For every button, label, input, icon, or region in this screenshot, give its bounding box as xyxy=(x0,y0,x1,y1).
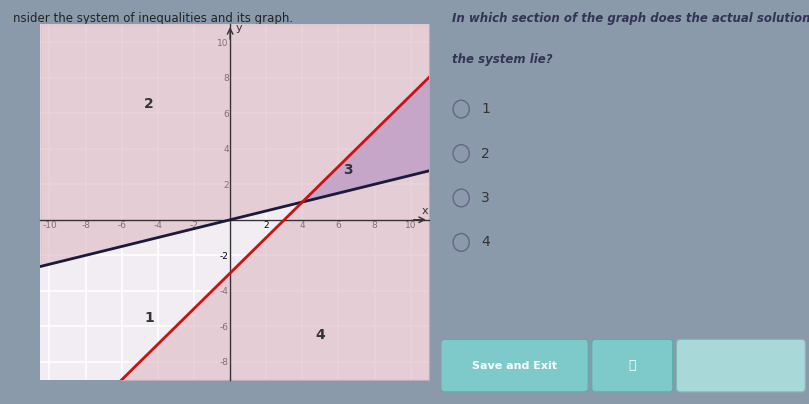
Text: 2: 2 xyxy=(481,147,490,160)
Text: $y \leq x-3$: $y \leq x-3$ xyxy=(155,123,218,142)
Text: 3: 3 xyxy=(343,163,352,177)
Text: In which section of the graph does the actual solution to: In which section of the graph does the a… xyxy=(452,12,809,25)
Text: y: y xyxy=(235,23,242,34)
Text: 1: 1 xyxy=(481,102,490,116)
FancyBboxPatch shape xyxy=(676,339,805,392)
Text: 4: 4 xyxy=(316,328,325,342)
Text: Save and Exit: Save and Exit xyxy=(472,361,557,370)
Text: 1: 1 xyxy=(144,311,154,324)
Text: 3: 3 xyxy=(481,191,490,205)
Text: x: x xyxy=(421,206,428,216)
Text: $y \geq \dfrac{x}{4}$: $y \geq \dfrac{x}{4}$ xyxy=(185,67,223,96)
Text: the system lie?: the system lie? xyxy=(452,53,553,65)
Text: nsider the system of inequalities and its graph.: nsider the system of inequalities and it… xyxy=(13,12,294,25)
Text: 4: 4 xyxy=(481,236,490,249)
FancyBboxPatch shape xyxy=(592,339,673,392)
Text: 👍: 👍 xyxy=(629,359,636,372)
FancyBboxPatch shape xyxy=(441,339,588,392)
Text: 2: 2 xyxy=(144,97,154,111)
